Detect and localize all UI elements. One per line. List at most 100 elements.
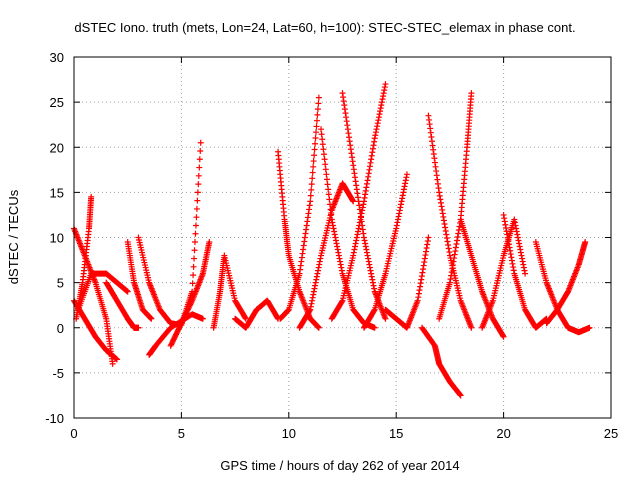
- data-point: [88, 193, 95, 200]
- data-series: [75, 270, 131, 313]
- data-point: [113, 356, 120, 363]
- data-point: [325, 186, 332, 193]
- data-point: [318, 126, 325, 133]
- data-point: [195, 172, 202, 179]
- data-point: [192, 222, 199, 229]
- x-tick-label: 20: [496, 426, 510, 441]
- data-point: [315, 324, 322, 331]
- data-series: [277, 94, 322, 322]
- data-point: [124, 288, 131, 295]
- data-point: [196, 156, 203, 163]
- data-point: [313, 117, 320, 124]
- x-tick-label: 25: [604, 426, 618, 441]
- data-point: [309, 169, 316, 176]
- data-point: [321, 156, 328, 163]
- data-point: [310, 163, 317, 170]
- data-point: [325, 191, 332, 198]
- data-point: [468, 90, 475, 97]
- data-series: [73, 193, 95, 322]
- data-point: [312, 134, 319, 141]
- x-axis-label: GPS time / hours of day 262 of year 2014: [220, 458, 459, 473]
- data-point: [382, 81, 389, 88]
- data-point: [319, 141, 326, 148]
- y-tick-label: -10: [45, 411, 64, 426]
- data-point: [315, 100, 322, 107]
- data-point: [522, 270, 529, 277]
- y-tick-label: 25: [50, 95, 64, 110]
- data-series: [436, 90, 475, 322]
- data-point: [190, 272, 197, 279]
- data-point: [194, 197, 201, 204]
- data-point: [189, 280, 196, 287]
- data-point: [192, 239, 199, 246]
- y-tick-label: 20: [50, 140, 64, 155]
- data-point: [582, 239, 589, 246]
- data-point: [135, 324, 142, 331]
- x-tick-label: 0: [70, 426, 77, 441]
- data-point: [320, 146, 327, 153]
- data-point: [425, 234, 432, 241]
- grid: [74, 57, 611, 418]
- data-point: [313, 123, 320, 130]
- y-tick-label: 30: [50, 50, 64, 65]
- data-series: [360, 171, 410, 331]
- data-series: [232, 297, 282, 331]
- data-series: [500, 211, 550, 331]
- data-series: [71, 297, 120, 363]
- data-point: [193, 205, 200, 212]
- y-axis-label: dSTEC / TECUs: [6, 189, 21, 284]
- data-point: [323, 171, 330, 178]
- y-tick-label: 15: [50, 185, 64, 200]
- data-point: [195, 181, 202, 188]
- data-point: [313, 129, 320, 136]
- data-series: [210, 252, 249, 331]
- data-point: [314, 111, 321, 118]
- data-point: [382, 315, 389, 322]
- data-point: [199, 315, 206, 322]
- data-point: [148, 315, 155, 322]
- data-series: [418, 324, 464, 399]
- data-point: [192, 230, 199, 237]
- data-series: [296, 180, 357, 331]
- data-point: [309, 175, 316, 182]
- plot-frame: [73, 56, 612, 419]
- data-point: [190, 263, 197, 270]
- data-point: [322, 166, 329, 173]
- data-point: [311, 146, 318, 153]
- data-point: [327, 206, 334, 213]
- tick-labels: 0 5 10 15 20 25 -10 -5 0 5 10 15 20 25 30: [45, 50, 618, 441]
- data-point: [109, 360, 116, 367]
- data-point: [457, 392, 464, 399]
- data-point: [196, 164, 203, 171]
- x-tick-label: 10: [282, 426, 296, 441]
- data-point: [326, 196, 333, 203]
- data-point: [308, 181, 315, 188]
- data-point: [324, 181, 331, 188]
- data-series: [275, 148, 322, 331]
- data-point: [308, 186, 315, 193]
- data-point: [314, 106, 321, 113]
- x-tick-label: 5: [178, 426, 185, 441]
- data-series: [167, 239, 213, 349]
- data-point: [194, 189, 201, 196]
- data-point: [312, 140, 319, 147]
- data-point: [586, 324, 593, 331]
- y-tick-label: 0: [57, 321, 64, 336]
- data-point: [191, 255, 198, 262]
- data-point: [197, 148, 204, 155]
- data-point: [319, 136, 326, 143]
- data-series: [103, 279, 142, 331]
- data-point: [307, 198, 314, 205]
- data-point: [350, 198, 357, 205]
- x-tick-label: 15: [389, 426, 403, 441]
- y-tick-label: 5: [57, 276, 64, 291]
- data-point: [193, 214, 200, 221]
- data-series: [543, 239, 589, 327]
- data-point: [322, 161, 329, 168]
- data-point: [323, 176, 330, 183]
- data-point: [328, 211, 335, 218]
- data-series: [124, 239, 155, 322]
- data-series: [457, 216, 507, 340]
- y-tick-label: 10: [50, 231, 64, 246]
